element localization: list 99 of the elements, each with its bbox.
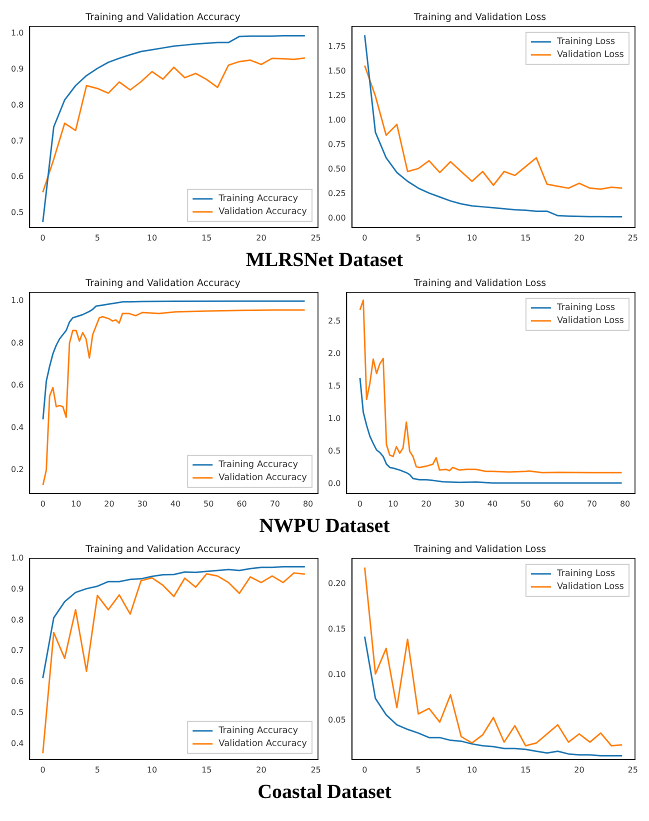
x-tick-label: 15: [520, 765, 531, 774]
legend-label: Validation Accuracy: [218, 473, 308, 484]
x-tick-label: 15: [520, 233, 531, 242]
text: MLRSNet Dataset: [244, 248, 404, 273]
y-tick-label: 1.0: [328, 414, 341, 423]
x-tick-label: 20: [421, 499, 432, 508]
x-tick-label: 80: [620, 499, 630, 508]
y-tick-label: 0.6: [10, 172, 24, 182]
x-tick-label: 0: [40, 499, 46, 508]
y-tick-label: 0.15: [328, 624, 346, 634]
x-tick-label: 10: [388, 499, 398, 508]
legend-label: Validation Loss: [556, 50, 624, 60]
y-tick-label: 2.0: [328, 349, 341, 358]
y-tick-label: 1.5: [328, 381, 341, 390]
text: NWPU Dataset: [258, 514, 391, 539]
x-tick-label: 30: [454, 499, 464, 508]
x-tick-label: 20: [104, 499, 114, 508]
x-tick-label: 10: [466, 765, 478, 774]
x-tick-label: 0: [40, 233, 46, 242]
x-tick-label: 20: [256, 233, 266, 242]
x-tick-label: 50: [520, 499, 531, 508]
x-tick-label: 5: [416, 765, 421, 774]
x-tick-label: 70: [586, 499, 598, 508]
y-tick-label: 0.25: [328, 189, 346, 198]
y-tick-label: 0.4: [10, 422, 24, 432]
legend-label: Training Accuracy: [218, 460, 299, 470]
x-tick-label: 0: [357, 499, 363, 508]
y-tick-label: 0.9: [10, 584, 24, 594]
y-tick-label: 0.2: [10, 465, 24, 474]
chart-title: Training and Validation Loss: [412, 12, 546, 24]
y-tick-label: 1.25: [328, 91, 346, 100]
legend-label: Training Accuracy: [218, 726, 299, 736]
chart-title: Training and Validation Accuracy: [84, 12, 241, 24]
y-tick-label: 0.20: [328, 578, 346, 588]
chart-title: Training and Validation Accuracy: [84, 544, 241, 556]
legend-label: Validation Loss: [556, 316, 624, 326]
legend-label: Training Accuracy: [218, 194, 299, 204]
x-tick-label: 10: [71, 499, 82, 508]
y-tick-label: 0.8: [10, 338, 24, 348]
x-tick-label: 0: [362, 765, 368, 774]
x-tick-label: 5: [416, 233, 421, 242]
y-tick-label: 0.7: [10, 646, 24, 656]
legend-label: Validation Accuracy: [218, 207, 308, 218]
y-tick-label: 0.5: [10, 208, 24, 218]
y-tick-label: 0.7: [10, 136, 24, 146]
y-tick-label: 0.5: [10, 708, 24, 718]
y-tick-label: 0.8: [10, 100, 24, 110]
legend-label: Validation Accuracy: [218, 739, 308, 750]
text: Coastal Dataset: [256, 780, 392, 805]
x-tick-label: 15: [202, 233, 212, 242]
x-tick-label: 5: [94, 233, 100, 242]
y-tick-label: 1.0: [10, 28, 24, 38]
y-tick-label: 1.0: [10, 553, 24, 562]
x-tick-label: 80: [302, 499, 314, 508]
x-tick-label: 10: [146, 233, 158, 242]
x-tick-label: 10: [146, 765, 158, 774]
legend-label: Training Loss: [556, 37, 616, 48]
y-tick-label: 0.0: [328, 478, 341, 488]
x-tick-label: 25: [628, 233, 638, 242]
legend-label: Validation Loss: [556, 582, 624, 592]
chart-title: Training and Validation Loss: [412, 544, 546, 556]
x-tick-label: 20: [574, 765, 584, 774]
y-tick-label: 1.0: [10, 296, 24, 305]
x-tick-label: 25: [310, 765, 321, 774]
y-tick-label: 1.00: [328, 116, 346, 125]
x-tick-label: 40: [170, 499, 181, 508]
x-tick-label: 10: [466, 233, 478, 242]
x-tick-label: 25: [310, 233, 321, 242]
x-tick-label: 70: [270, 499, 280, 508]
y-tick-label: 0.6: [10, 677, 24, 686]
x-tick-label: 20: [256, 765, 266, 774]
x-tick-label: 60: [236, 499, 247, 508]
chart-title: Training and Validation Loss: [412, 278, 546, 290]
y-tick-label: 0.10: [328, 670, 346, 679]
x-tick-label: 25: [628, 765, 638, 774]
y-tick-label: 0.9: [10, 64, 24, 74]
x-tick-label: 0: [40, 765, 46, 774]
x-tick-label: 0: [362, 233, 368, 242]
legend-label: Training Loss: [556, 569, 616, 580]
y-tick-label: 0.6: [10, 380, 24, 390]
y-tick-label: 0.75: [328, 140, 346, 150]
y-tick-label: 0.8: [10, 615, 24, 624]
y-tick-label: 0.4: [10, 739, 24, 748]
x-tick-label: 40: [487, 499, 498, 508]
y-tick-label: 0.5: [328, 446, 341, 456]
y-tick-label: 0.00: [328, 214, 346, 223]
x-tick-label: 15: [202, 765, 212, 774]
x-tick-label: 20: [574, 233, 584, 242]
y-tick-label: 0.05: [328, 715, 346, 724]
y-tick-label: 2.5: [328, 316, 341, 326]
y-tick-label: 1.50: [328, 66, 346, 76]
y-tick-label: 1.75: [328, 42, 346, 52]
y-tick-label: 0.50: [328, 164, 346, 174]
x-tick-label: 60: [554, 499, 564, 508]
x-tick-label: 5: [94, 765, 100, 774]
x-tick-label: 30: [137, 499, 148, 508]
legend-label: Training Loss: [556, 303, 616, 314]
x-tick-label: 50: [204, 499, 214, 508]
chart-title: Training and Validation Accuracy: [84, 278, 241, 290]
